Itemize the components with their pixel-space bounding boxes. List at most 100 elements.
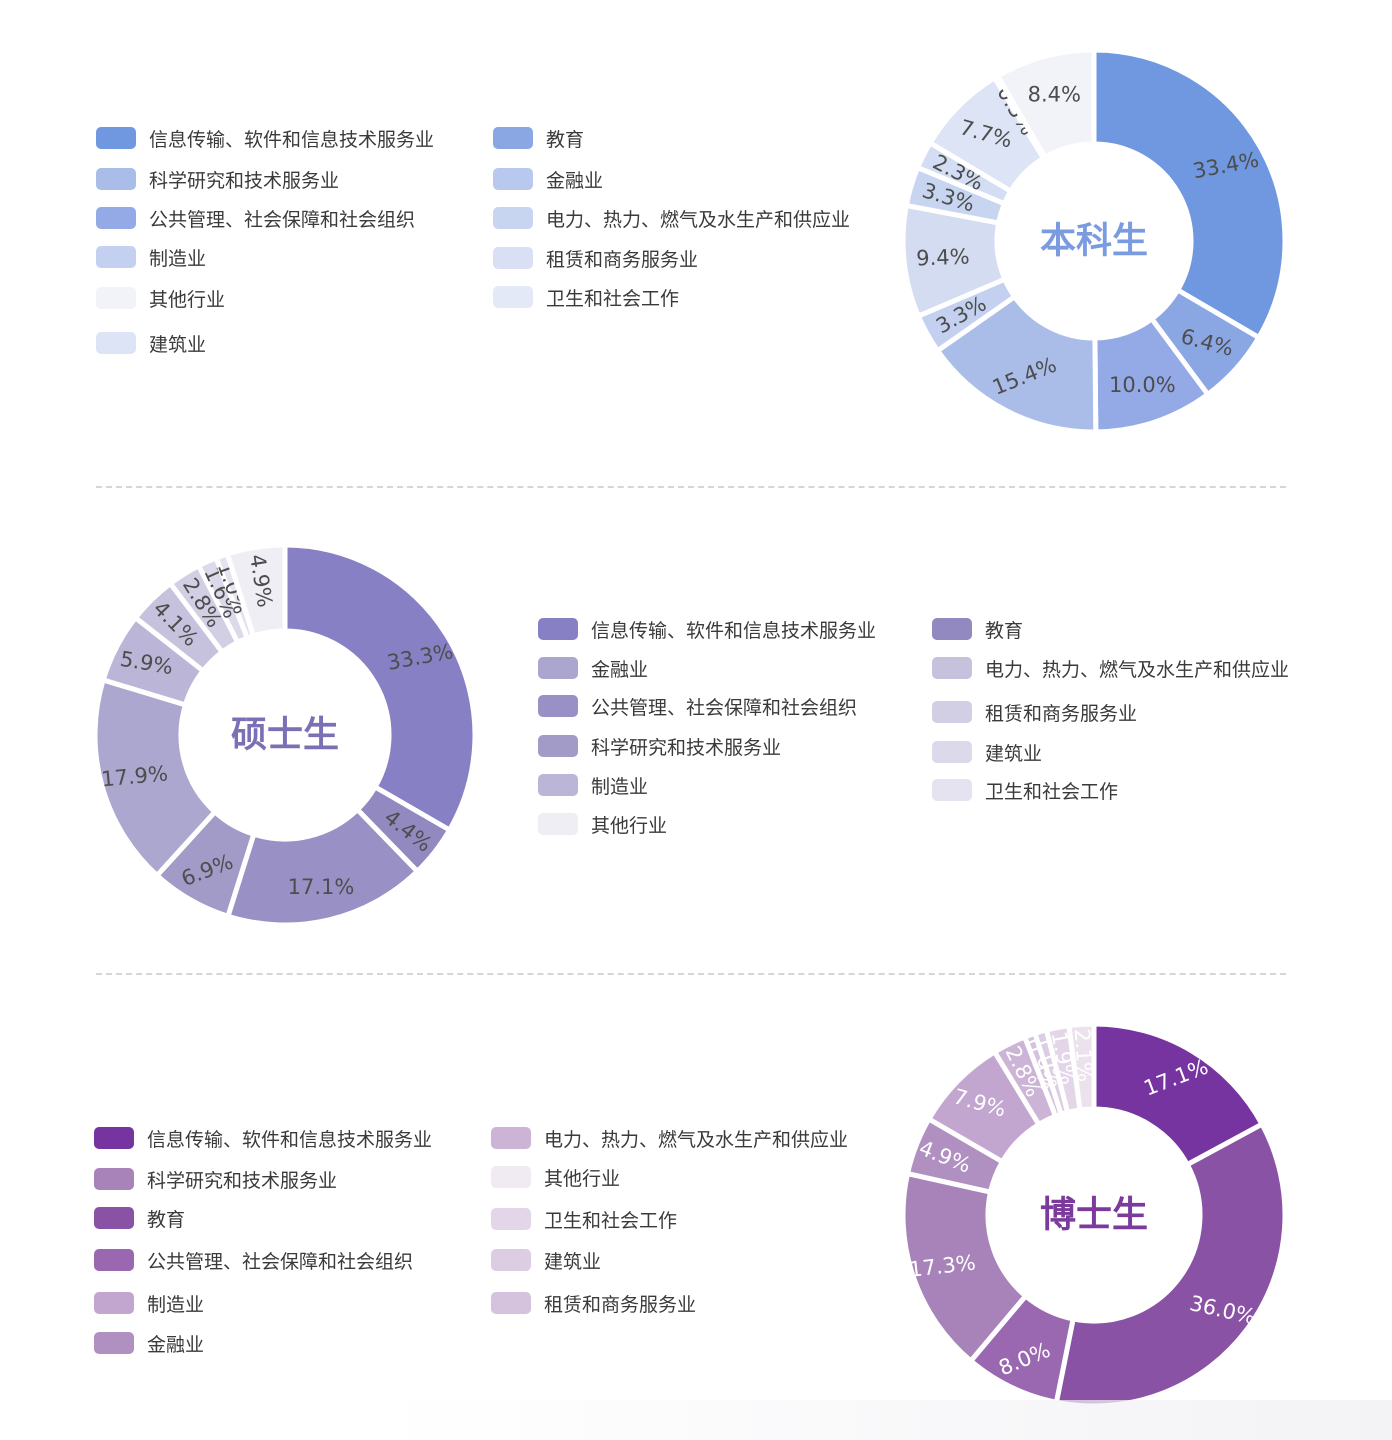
doctoral-legend-item: 租赁和商务服务业: [491, 1290, 696, 1316]
doctoral-slice: [1066, 1021, 1097, 1113]
master-donut-chart: 33.3%4.4%17.1%6.9%17.9%5.9%4.1%2.8%1.6%1…: [92, 542, 478, 928]
doctoral-center-title: 博士生: [1040, 1195, 1148, 1236]
doctoral-legend-item: 制造业: [94, 1290, 204, 1316]
legend-label: 科学研究和技术服务业: [591, 736, 782, 759]
legend-swatch: [96, 127, 136, 149]
undergraduate-legend-item: 科学研究和技术服务业: [96, 166, 339, 192]
legend-swatch: [94, 1207, 134, 1229]
doctoral-panel: 信息传输、软件和信息技术服务业 科学研究和技术服务业 教育公共管理、社会保障和社会组…: [0, 985, 1392, 1440]
legend-label: 金融业: [591, 658, 649, 681]
legend-swatch: [96, 207, 136, 229]
doctoral-legend-item: 公共管理、社会保障和社会组织: [94, 1247, 413, 1273]
legend-swatch: [538, 618, 578, 640]
legend-swatch: [538, 695, 578, 717]
undergraduate-slice-label: 10.0%: [1109, 373, 1176, 397]
undergraduate-legend-item: 教育: [493, 125, 584, 151]
legend-swatch: [932, 779, 972, 801]
legend-label: 电力、热力、燃气及水生产和供应业: [985, 658, 1290, 681]
legend-label: 科学研究和技术服务业: [149, 169, 340, 192]
legend-label: 卫生和社会工作: [546, 287, 680, 310]
doctoral-legend-item: 电力、热力、燃气及水生产和供应业: [491, 1125, 848, 1151]
legend-label: 建筑业: [149, 333, 207, 356]
master-legend-item: 租赁和商务服务业: [932, 699, 1137, 725]
undergraduate-legend-item: 卫生和社会工作: [493, 284, 679, 310]
master-legend-item: 信息传输、软件和信息技术服务业: [538, 616, 876, 642]
doctoral-legend-item: 教育: [94, 1205, 185, 1231]
undergraduate-legend-item: 租赁和商务服务业: [493, 245, 698, 271]
legend-swatch: [932, 657, 972, 679]
legend-swatch: [932, 618, 972, 640]
legend-label: 制造业: [147, 1293, 205, 1316]
legend-label: 其他行业: [544, 1167, 621, 1190]
legend-label: 信息传输、软件和信息技术服务业: [147, 1128, 433, 1151]
doctoral-slice-label: 2.1%: [1070, 1028, 1097, 1083]
legend-label: 电力、热力、燃气及水生产和供应业: [546, 208, 851, 231]
legend-swatch: [491, 1166, 531, 1188]
legend-swatch: [493, 168, 533, 190]
master-legend-item: 金融业: [538, 655, 648, 681]
legend-swatch: [94, 1249, 134, 1271]
legend-swatch: [538, 774, 578, 796]
legend-label: 教育: [546, 128, 585, 151]
doctoral-legend-item: 科学研究和技术服务业: [94, 1166, 337, 1192]
legend-label: 科学研究和技术服务业: [147, 1169, 338, 1192]
undergraduate-legend-item: 建筑业: [96, 330, 206, 356]
legend-label: 公共管理、社会保障和社会组织: [149, 208, 416, 231]
legend-label: 制造业: [149, 247, 207, 270]
master-legend-item: 建筑业: [932, 739, 1042, 765]
legend-swatch: [96, 332, 136, 354]
undergraduate-legend-item: 电力、热力、燃气及水生产和供应业: [493, 205, 850, 231]
undergraduate-slice: [934, 293, 1099, 435]
doctoral-slice: [900, 1170, 1030, 1365]
master-legend-item: 电力、热力、燃气及水生产和供应业: [932, 655, 1289, 681]
legend-swatch: [96, 287, 136, 309]
legend-label: 其他行业: [149, 288, 226, 311]
legend-label: 制造业: [591, 775, 649, 798]
legend-label: 卫生和社会工作: [985, 780, 1119, 803]
master-slice-label: 17.1%: [288, 875, 355, 899]
legend-swatch: [493, 286, 533, 308]
undergraduate-slice-label: 8.4%: [1028, 82, 1081, 106]
master-panel: 信息传输、软件和信息技术服务业金融业公共管理、社会保障和社会组织科学研究和技术服…: [0, 495, 1392, 965]
legend-swatch: [94, 1168, 134, 1190]
legend-swatch: [94, 1332, 134, 1354]
legend-label: 建筑业: [985, 742, 1043, 765]
legend-swatch: [94, 1127, 134, 1149]
legend-label: 租赁和商务服务业: [546, 248, 699, 271]
legend-swatch: [96, 246, 136, 268]
undergraduate-legend-item: 其他行业: [96, 285, 225, 311]
undergraduate-legend-item: 公共管理、社会保障和社会组织: [96, 205, 415, 231]
legend-label: 卫生和社会工作: [544, 1209, 678, 1232]
legend-label: 其他行业: [591, 814, 668, 837]
undergraduate-legend-item: 信息传输、软件和信息技术服务业: [96, 125, 434, 151]
legend-label: 教育: [147, 1208, 186, 1231]
legend-swatch: [493, 207, 533, 229]
undergraduate-panel: 信息传输、软件和信息技术服务业科学研究和技术服务业公共管理、社会保障和社会组织制…: [0, 0, 1392, 470]
legend-swatch: [96, 168, 136, 190]
section-divider: [96, 486, 1286, 488]
doctoral-legend-item: 信息传输、软件和信息技术服务业: [94, 1125, 432, 1151]
master-center-title: 硕士生: [231, 715, 339, 756]
doctoral-legend-item: 金融业: [94, 1330, 204, 1356]
legend-label: 公共管理、社会保障和社会组织: [147, 1250, 414, 1273]
master-legend-item: 公共管理、社会保障和社会组织: [538, 693, 857, 719]
legend-swatch: [491, 1208, 531, 1230]
legend-swatch: [94, 1292, 134, 1314]
doctoral-legend-item: 建筑业: [491, 1247, 601, 1273]
master-legend-item: 科学研究和技术服务业: [538, 733, 781, 759]
legend-label: 租赁和商务服务业: [985, 702, 1138, 725]
legend-swatch: [932, 741, 972, 763]
doctoral-slice: [1053, 1120, 1288, 1409]
master-legend-item: 制造业: [538, 772, 648, 798]
legend-label: 租赁和商务服务业: [544, 1293, 697, 1316]
undergraduate-slice-label: 9.4%: [916, 244, 970, 270]
legend-swatch: [538, 813, 578, 835]
undergraduate-donut-chart: 33.4%6.4%10.0%15.4%3.3%9.4%3.3%2.3%7.7%0…: [900, 47, 1288, 435]
master-legend-item: 卫生和社会工作: [932, 777, 1118, 803]
undergraduate-legend-item: 金融业: [493, 166, 603, 192]
legend-swatch: [538, 735, 578, 757]
master-legend-item: 其他行业: [538, 811, 667, 837]
legend-label: 建筑业: [544, 1250, 602, 1273]
legend-label: 电力、热力、燃气及水生产和供应业: [544, 1128, 849, 1151]
legend-swatch: [932, 701, 972, 723]
